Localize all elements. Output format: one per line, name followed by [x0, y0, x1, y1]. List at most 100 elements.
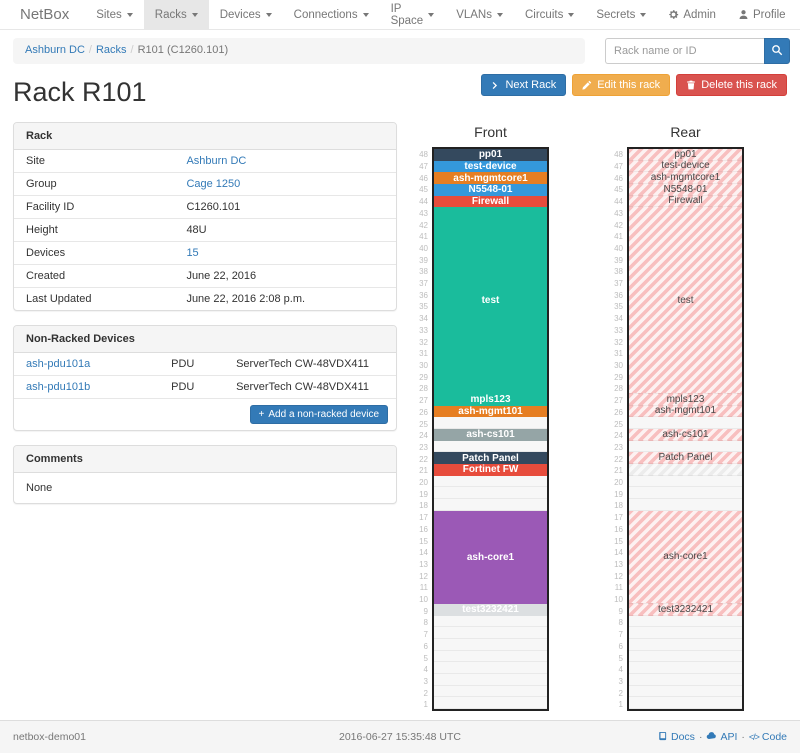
rack-device-rear[interactable]: ash-mgmtcore1	[629, 172, 742, 184]
device-label: ash-core1	[466, 551, 515, 563]
nav-item-sites[interactable]: Sites	[85, 0, 144, 29]
device-label: test-device	[464, 160, 517, 172]
empty-unit	[434, 417, 547, 429]
nav-item-devices[interactable]: Devices	[209, 0, 283, 29]
unit-number: 6	[423, 641, 428, 651]
nav-item-vlans[interactable]: VLANs	[445, 0, 514, 29]
unit-number: 4	[618, 665, 623, 675]
rack-device-rear[interactable]: pp01	[629, 149, 742, 161]
unit-number: 47	[614, 162, 623, 172]
rack-device-front[interactable]: ash-core1	[434, 510, 547, 604]
nav-item-logout[interactable]: Log out	[797, 0, 800, 29]
nav-item-racks[interactable]: Racks	[143, 0, 209, 29]
rack-face-title: Rear	[670, 124, 701, 140]
rack-device-front[interactable]: test-device	[434, 160, 547, 173]
unit-number: 35	[419, 302, 428, 312]
device-link[interactable]: ash-pdu101b	[26, 381, 91, 393]
non-racked-devices-table: ash-pdu101a PDU ServerTech CW-48VDX411 a…	[14, 353, 396, 398]
edit-rack-button[interactable]: Edit this rack	[572, 74, 671, 96]
empty-unit	[629, 639, 742, 651]
gear-icon	[668, 9, 679, 20]
breadcrumb-site-link[interactable]: Ashburn DC	[25, 44, 85, 56]
unit-number: 23	[614, 442, 623, 452]
unit-number: 13	[419, 559, 428, 569]
empty-unit	[629, 697, 742, 709]
breadcrumb-racks-link[interactable]: Racks	[95, 44, 127, 56]
rack-device-front[interactable]: ash-mgmtcore1	[434, 172, 547, 184]
rack-device-front[interactable]: Fortinet FW	[434, 464, 547, 476]
unit-number: 32	[614, 337, 623, 347]
code-link[interactable]: </> Code	[748, 731, 787, 743]
unit-number: 31	[614, 349, 623, 359]
rack-device-rear[interactable]: Patch Panel	[629, 452, 742, 464]
docs-link[interactable]: Docs	[658, 731, 695, 744]
user-icon	[738, 9, 749, 20]
unit-number: 41	[614, 232, 623, 242]
unit-number: 14	[614, 548, 623, 558]
trash-icon	[686, 80, 696, 90]
nav-item-circuits[interactable]: Circuits	[514, 0, 585, 29]
rack-device-front[interactable]: test	[434, 207, 547, 394]
unit-number: 28	[614, 384, 623, 394]
device-label: pp01	[674, 149, 697, 160]
search-icon	[771, 44, 783, 59]
devices-count-link[interactable]: 15	[186, 247, 199, 259]
device-label: pp01	[478, 149, 503, 161]
rack-device-front[interactable]: pp01	[434, 149, 547, 161]
rack-device-rear[interactable]: ash-cs101	[629, 429, 742, 441]
rack-device-front[interactable]: Patch Panel	[434, 452, 547, 464]
nav-item-secrets[interactable]: Secrets	[585, 0, 657, 29]
chevron-right-icon	[491, 81, 500, 90]
brand-netbox[interactable]: NetBox	[20, 6, 70, 23]
footer-hostname: netbox-demo01	[13, 731, 86, 743]
unit-number: 42	[614, 220, 623, 230]
next-rack-button[interactable]: Next Rack	[481, 74, 567, 96]
rack-panel-title: Rack	[14, 123, 396, 150]
nav-item-ip-space[interactable]: IP Space	[380, 0, 446, 29]
empty-unit	[629, 417, 742, 429]
search-input[interactable]	[605, 38, 764, 64]
unit-number: 20	[614, 478, 623, 488]
rack-device-front[interactable]: ash-cs101	[434, 429, 547, 441]
delete-rack-button[interactable]: Delete this rack	[676, 74, 787, 96]
empty-unit	[629, 674, 742, 686]
rack-device-rear[interactable]: test-device	[629, 160, 742, 173]
rack-device-front[interactable]: test3232421	[434, 604, 547, 616]
unit-number: 30	[614, 361, 623, 370]
rack-device-rear[interactable]: N5548-01	[629, 184, 742, 196]
rack-device-rear[interactable]: test3232421	[629, 604, 742, 616]
rack-device-rear[interactable]: ash-core1	[629, 510, 742, 604]
comments-body: None	[26, 482, 53, 494]
unit-number: 27	[419, 396, 428, 406]
rack-device-rear[interactable]: Firewall	[629, 195, 742, 208]
unit-number: 12	[419, 571, 428, 581]
rack-device-rear[interactable]	[629, 464, 742, 476]
nav-item-profile[interactable]: Profile	[727, 0, 797, 29]
rack-device-front[interactable]: Firewall	[434, 195, 547, 208]
rack-device-rear[interactable]: mpls123	[629, 394, 742, 406]
rack-device-rear[interactable]: test	[629, 207, 742, 394]
table-row: ash-pdu101b PDU ServerTech CW-48VDX411	[14, 375, 396, 398]
rack-device-rear[interactable]: ash-mgmt101	[629, 405, 742, 418]
site-link[interactable]: Ashburn DC	[186, 155, 247, 167]
unit-number: 45	[419, 185, 428, 195]
add-non-racked-device-button[interactable]: + Add a non-racked device	[249, 405, 388, 424]
unit-numbers: 48 47 46 45 44 43 42 41 40 39 38 37 36 35 34 33 32 31 30 29…	[607, 147, 623, 711]
group-link[interactable]: Cage 1250	[186, 178, 241, 190]
empty-unit	[434, 662, 547, 674]
api-link[interactable]: API	[706, 730, 737, 744]
device-link[interactable]: ash-pdu101a	[26, 358, 91, 370]
rack-device-front[interactable]: ash-mgmt101	[434, 405, 547, 418]
rack-device-front[interactable]: N5548-01	[434, 184, 547, 196]
nav-item-admin[interactable]: Admin	[657, 0, 727, 29]
plus-icon: +	[258, 409, 265, 420]
nav-item-connections[interactable]: Connections	[283, 0, 380, 29]
rack-frame-rear: pp01 test-device ash-mgmtcore1 N5548-01 Fire…	[627, 147, 744, 711]
unit-number: 3	[618, 676, 623, 686]
unit-number: 16	[614, 524, 623, 534]
device-label: test-device	[661, 160, 710, 172]
rack-device-front[interactable]: mpls123	[434, 394, 547, 406]
search-button[interactable]	[764, 38, 790, 64]
unit-number: 39	[614, 255, 623, 265]
unit-number: 44	[419, 197, 428, 207]
